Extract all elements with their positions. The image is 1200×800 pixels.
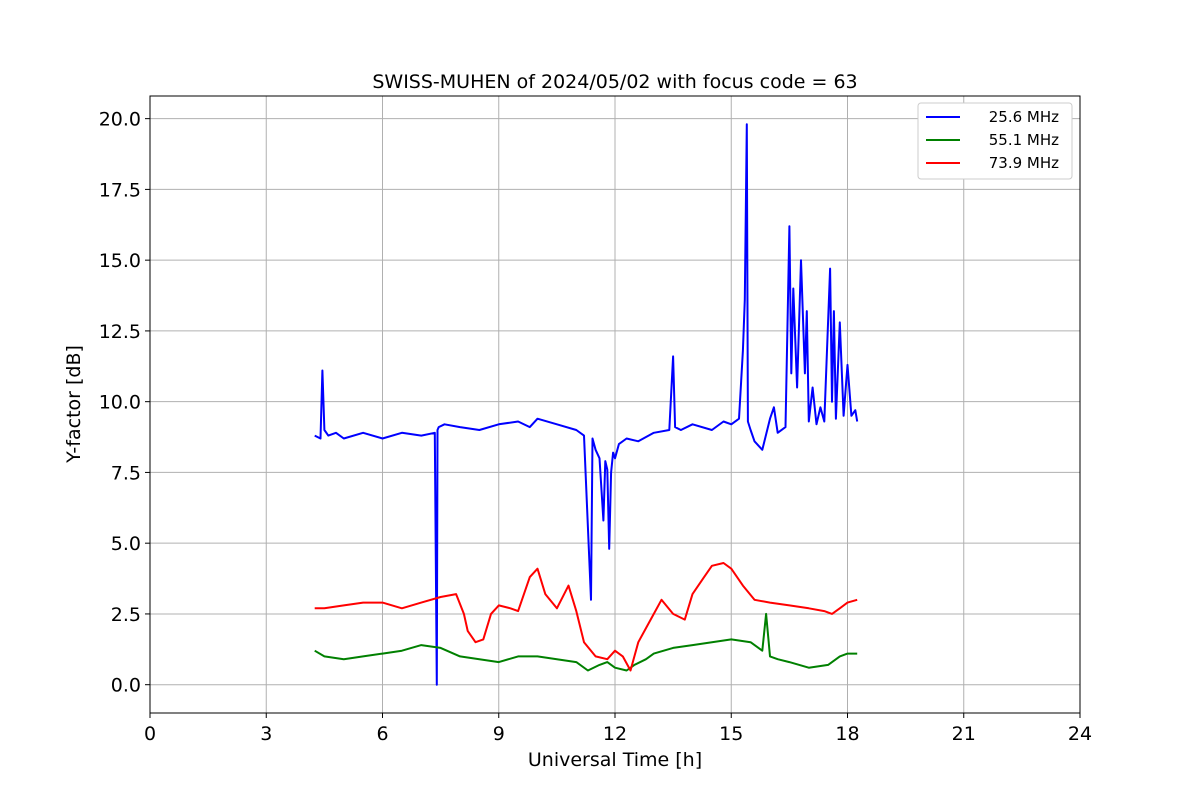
x-tick-label: 12: [603, 723, 627, 745]
legend-label: 55.1 MHz: [989, 131, 1059, 149]
y-tick-label: 17.5: [99, 179, 141, 201]
y-tick-label: 0.0: [111, 675, 141, 697]
y-tick-label: 10.0: [99, 392, 141, 414]
plot-area: [314, 123, 859, 686]
x-tick-label: 18: [835, 723, 859, 745]
x-tick-label: 24: [1068, 723, 1092, 745]
x-tick-label: 3: [260, 723, 272, 745]
y-tick-label: 5.0: [111, 533, 141, 555]
x-axis: 0 3 6 9 12 15 18 21 24: [144, 713, 1092, 745]
x-tick-label: 21: [952, 723, 976, 745]
y-axis: 0.0 2.5 5.0 7.5 10.0 12.5 15.0 17.5 20.0: [99, 109, 150, 697]
series-line-2: [314, 612, 858, 672]
grid: [149, 96, 1081, 713]
legend-box: [917, 102, 1073, 180]
y-tick-label: 15.0: [99, 250, 141, 272]
series-line-3: [314, 562, 858, 672]
legend: 25.6 MHz 55.1 MHz 73.9 MHz: [917, 102, 1073, 180]
y-axis-label: Y-factor [dB]: [63, 345, 85, 464]
chart-title: SWISS-MUHEN of 2024/05/02 with focus cod…: [372, 71, 857, 93]
x-tick-label: 15: [719, 723, 743, 745]
y-tick-label: 12.5: [99, 321, 141, 343]
x-tick-label: 6: [376, 723, 388, 745]
x-tick-label: 0: [144, 723, 156, 745]
legend-label: 73.9 MHz: [989, 154, 1059, 172]
y-tick-label: 7.5: [111, 462, 141, 484]
y-tick-label: 20.0: [99, 109, 141, 131]
legend-label: 25.6 MHz: [989, 108, 1059, 126]
x-tick-label: 9: [493, 723, 505, 745]
series-layer: [314, 123, 859, 686]
x-axis-label: Universal Time [h]: [528, 749, 702, 771]
series-line-1: [314, 123, 859, 686]
y-tick-label: 2.5: [111, 604, 141, 626]
